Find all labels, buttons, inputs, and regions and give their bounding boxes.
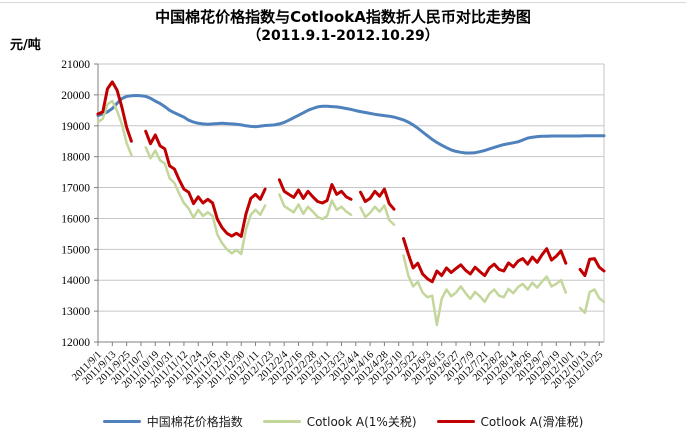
legend: 中国棉花价格指数 Cotlook A(1%关税) Cotlook A(滑准税) <box>0 413 686 430</box>
y-axis-unit-label: 元/吨 <box>10 38 41 53</box>
chart-subtitle: （2011.9.1-2012.10.29） <box>247 28 439 44</box>
legend-line-sample-red <box>436 420 475 423</box>
y-tick-label: 21000 <box>61 59 90 71</box>
series-line-cotlook-a-1pct-tariff <box>96 99 606 327</box>
legend-line-sample-blue <box>102 420 141 423</box>
legend-label: Cotlook A(1%关税) <box>306 415 417 429</box>
chart-title: 中国棉花价格指数与CotlookA指数折人民币对比走势图 <box>155 8 531 26</box>
series-line-cotlook-a-sliding-duty <box>96 80 606 284</box>
chart-top-border <box>0 2 686 3</box>
y-tick-label: 13000 <box>61 306 90 318</box>
y-tick-label: 16000 <box>61 213 90 225</box>
series-line-china-cotton-index <box>96 94 606 155</box>
y-tick-label: 14000 <box>61 275 90 287</box>
y-tick-label: 15000 <box>61 244 90 256</box>
legend-label: 中国棉花价格指数 <box>146 415 243 429</box>
legend-item-china-cotton-index: 中国棉花价格指数 <box>102 413 243 430</box>
legend-item-cotlook-a-1pct: Cotlook A(1%关税) <box>262 413 417 430</box>
y-tick-label: 17000 <box>61 183 90 195</box>
legend-label: Cotlook A(滑准税) <box>480 415 584 429</box>
legend-line-sample-green <box>262 420 301 423</box>
y-tick-label: 12000 <box>61 337 90 349</box>
y-tick-label: 19000 <box>61 121 90 133</box>
y-tick-label: 18000 <box>61 152 90 164</box>
y-tick-label: 20000 <box>61 90 90 102</box>
legend-item-cotlook-a-sliding: Cotlook A(滑准税) <box>436 413 584 430</box>
chart-title-block: 中国棉花价格指数与CotlookA指数折人民币对比走势图 （2011.9.1-2… <box>0 8 686 45</box>
